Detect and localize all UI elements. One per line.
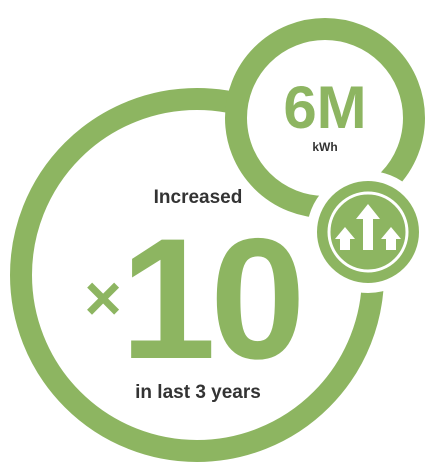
main-stat-value: 10	[120, 203, 299, 395]
energy-value: 6M	[283, 74, 366, 141]
growth-badge-inner-ring	[327, 191, 409, 273]
main-stat-caption: in last 3 years	[135, 382, 261, 403]
main-stat-heading: Increased	[154, 187, 243, 208]
energy-unit: kWh	[312, 140, 337, 154]
multiplier-symbol: ×	[84, 262, 121, 334]
three-up-arrows-icon	[335, 204, 401, 250]
